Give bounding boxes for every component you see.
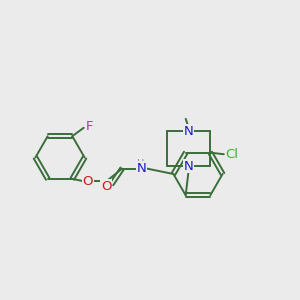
Text: F: F [85,120,93,133]
Text: N: N [184,125,194,138]
Text: O: O [101,180,112,193]
Text: Cl: Cl [226,148,239,161]
Text: N: N [137,162,146,175]
Text: H: H [137,158,144,169]
Text: N: N [184,160,194,173]
Text: O: O [83,175,93,188]
